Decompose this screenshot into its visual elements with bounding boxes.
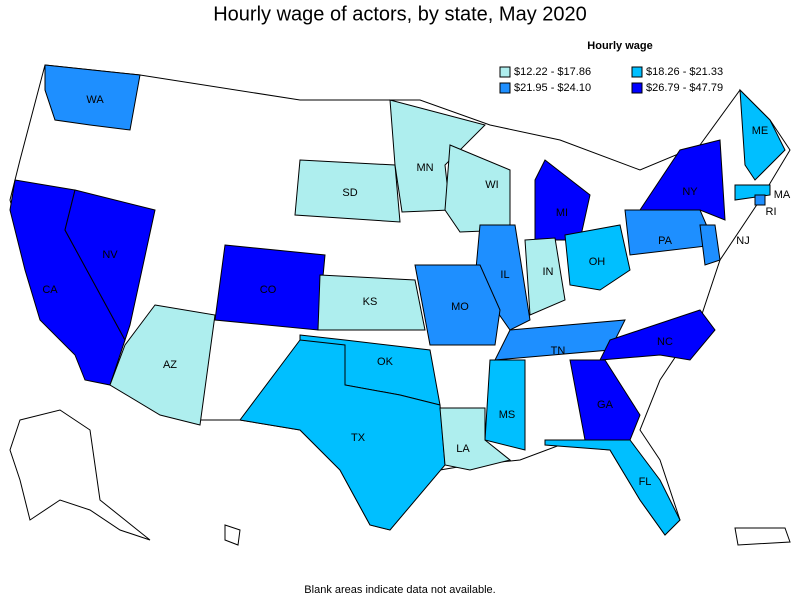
state bbox=[484, 359, 526, 451]
legend-label: $26.79 - $47.79 bbox=[646, 82, 723, 94]
state bbox=[64, 189, 156, 342]
state-label: WI bbox=[485, 179, 498, 191]
legend-swatch bbox=[499, 66, 511, 78]
state bbox=[239, 339, 446, 531]
state-label: FL bbox=[639, 476, 652, 488]
state-label: PA bbox=[658, 235, 673, 247]
state bbox=[44, 64, 141, 131]
state bbox=[699, 224, 721, 266]
state-label: NY bbox=[682, 186, 698, 198]
state-label: TN bbox=[551, 345, 566, 357]
state-label: TX bbox=[351, 432, 366, 444]
states: WA CA NV AZ CO KS SD MN WI MI IL IN OH MO OK TX LA MS TN NC… bbox=[9, 64, 791, 536]
state-label: CA bbox=[42, 284, 58, 296]
legend-swatch bbox=[631, 66, 643, 78]
state-label: AZ bbox=[163, 359, 177, 371]
state-label: NV bbox=[102, 249, 118, 261]
state-label: ME bbox=[752, 125, 769, 137]
state-label: SD bbox=[342, 187, 357, 199]
state bbox=[534, 159, 591, 241]
legend-swatch bbox=[499, 82, 511, 94]
state bbox=[754, 194, 766, 206]
legend-swatch bbox=[631, 82, 643, 94]
state-label: LA bbox=[456, 443, 470, 455]
legend-title: Hourly wage bbox=[587, 40, 652, 52]
state-label: CO bbox=[260, 284, 277, 296]
hawaii bbox=[224, 524, 241, 546]
state-label: NJ bbox=[736, 235, 749, 247]
state-label: NC bbox=[657, 336, 673, 348]
state bbox=[317, 274, 426, 331]
legend-label: $18.26 - $21.33 bbox=[646, 66, 723, 78]
state bbox=[109, 304, 216, 426]
state-label: MN bbox=[416, 162, 433, 174]
state-label: IN bbox=[543, 266, 554, 278]
state-label: WA bbox=[86, 94, 104, 106]
state bbox=[739, 88, 786, 181]
state-label: GA bbox=[597, 399, 614, 411]
puerto-rico bbox=[734, 527, 791, 546]
state bbox=[564, 224, 631, 291]
state bbox=[544, 439, 681, 536]
state-label: OH bbox=[589, 256, 606, 268]
state bbox=[439, 407, 512, 471]
state-label: MS bbox=[499, 409, 516, 421]
footnote: Blank areas indicate data not available. bbox=[304, 584, 495, 596]
state-label: MA bbox=[774, 189, 791, 201]
state bbox=[414, 264, 501, 346]
state-label: MO bbox=[451, 301, 469, 313]
state-label: KS bbox=[363, 296, 378, 308]
state-label: MI bbox=[556, 207, 568, 219]
legend-label: $21.95 - $24.10 bbox=[514, 82, 591, 94]
map-title: Hourly wage of actors, by state, May 202… bbox=[213, 3, 587, 25]
alaska bbox=[9, 409, 151, 541]
state bbox=[639, 139, 726, 221]
state-label: RI bbox=[766, 206, 777, 218]
state-label: OK bbox=[377, 356, 394, 368]
state bbox=[524, 237, 566, 316]
state bbox=[294, 159, 401, 223]
legend: Hourly wage $12.22 - $17.86 $18.26 - $21.3… bbox=[499, 40, 723, 94]
state bbox=[569, 359, 641, 441]
state-label: IL bbox=[500, 269, 509, 281]
legend-label: $12.22 - $17.86 bbox=[514, 66, 591, 78]
